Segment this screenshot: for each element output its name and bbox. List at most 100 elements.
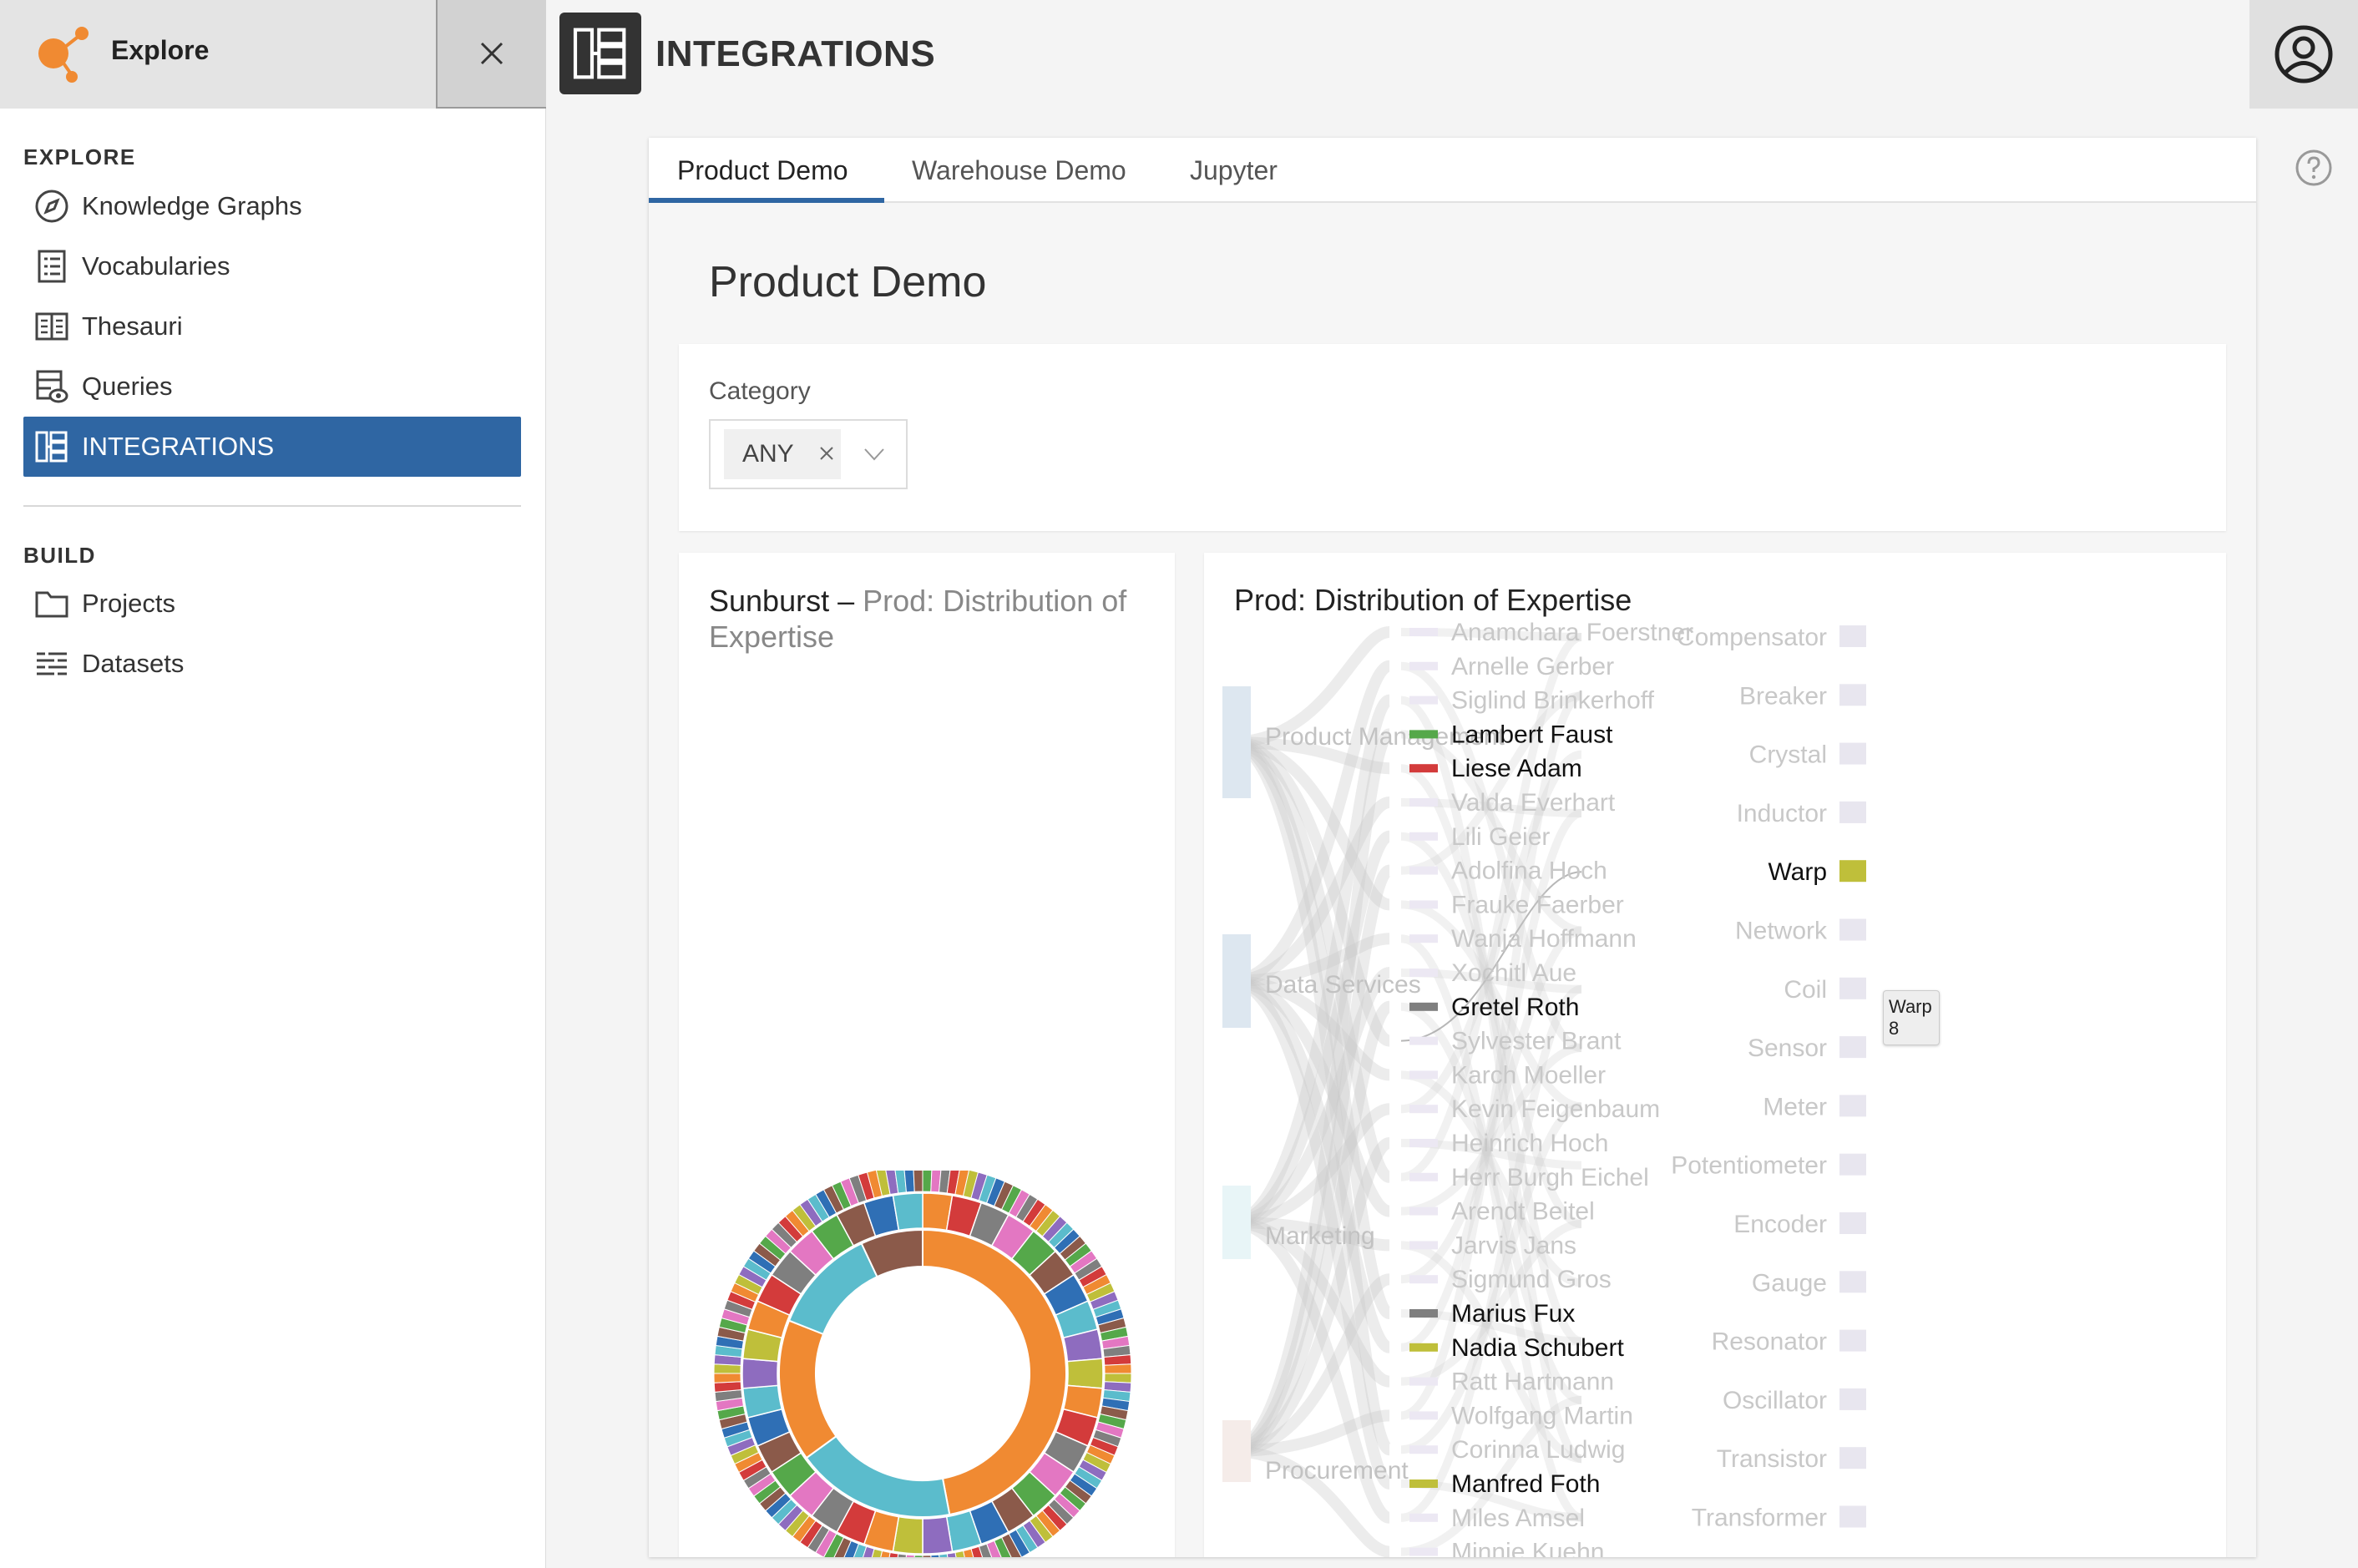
sidebar-item-integrations[interactable]: INTEGRATIONS <box>23 417 521 477</box>
sunburst-title-sub: Prod: Distribution of Expertise <box>709 584 1127 654</box>
sankey-product-label: Transistor <box>1717 1445 1827 1473</box>
sankey-link <box>1400 691 1582 875</box>
sankey-link <box>1400 900 1582 1111</box>
tab-jupyter[interactable]: Jupyter <box>1190 154 1278 185</box>
sankey-dept-node <box>1222 1186 1251 1259</box>
sankey-person-node <box>1409 1547 1438 1556</box>
sidebar-item-projects[interactable]: Projects <box>23 574 521 634</box>
sidebar-header: Explore <box>0 0 546 109</box>
sidebar-item-queries[interactable]: Queries <box>23 357 521 417</box>
sankey-person-label: Nadia Schubert <box>1451 1334 1624 1362</box>
sankey-person-node <box>1409 1275 1438 1284</box>
sankey-link <box>1399 695 1583 1464</box>
tab-warehouse-demo[interactable]: Warehouse Demo <box>912 154 1126 185</box>
sankey-person-node <box>1409 1513 1438 1522</box>
sidebar-item-label: Queries <box>82 372 173 401</box>
sankey-person-label: Liese Adam <box>1451 755 1582 782</box>
sankey-link <box>1230 736 1392 1047</box>
sankey-person-node <box>1409 628 1438 636</box>
sankey-link <box>1400 984 1583 1522</box>
sankey-product-node <box>1839 1505 1866 1528</box>
sidebar-item-thesauri[interactable]: Thesauri <box>23 296 521 357</box>
sankey-person-node <box>1409 1206 1438 1216</box>
sankey-link <box>1400 1044 1582 1216</box>
sankey-link <box>1230 1273 1391 1457</box>
section-build-heading: BUILD <box>23 543 96 568</box>
sankey-person-label: Siglind Brinkerhoff <box>1451 687 1655 715</box>
sankey-person-label: Arnelle Gerber <box>1451 653 1614 680</box>
sankey-link <box>1400 1002 1583 1404</box>
sankey-person-label: Xochitl Aue <box>1451 959 1576 987</box>
sankey-product-node <box>1839 1095 1866 1117</box>
sankey-link <box>1400 750 1582 1114</box>
sankey-person-label: Heinrich Hoch <box>1451 1130 1608 1157</box>
sankey-person-label: Jarvis Jans <box>1451 1232 1576 1259</box>
filter-panel: Category ANY <box>679 344 2226 531</box>
sankey-dept-node <box>1222 686 1251 798</box>
sunburst-inner-segment <box>860 1228 923 1278</box>
sankey-link <box>1230 736 1391 911</box>
sunburst-panel: Sunburst – Prod: Distribution of Experti… <box>679 553 1175 1557</box>
tooltip-value: 8 <box>1889 1018 1900 1039</box>
sidebar-item-knowledge-graphs[interactable]: Knowledge Graphs <box>23 176 521 236</box>
sidebar-item-vocabularies[interactable]: Vocabularies <box>23 236 521 296</box>
list-book-icon <box>33 248 70 285</box>
sankey-product-node <box>1839 625 1866 647</box>
sankey-product-label: Inductor <box>1737 800 1827 827</box>
sunburst-title: Sunburst – Prod: Distribution of Experti… <box>709 583 1160 655</box>
sankey-product-node <box>1839 977 1866 999</box>
close-sidebar-button[interactable] <box>436 0 546 109</box>
sankey-person-node <box>1409 1172 1438 1181</box>
sankey-link <box>1400 1220 1582 1386</box>
sankey-product-node <box>1839 684 1866 706</box>
sankey-product-label: Coil <box>1784 976 1827 1004</box>
sankey-product-label: Crystal <box>1749 741 1827 769</box>
category-select[interactable]: ANY <box>709 419 908 489</box>
sankey-person-node <box>1409 661 1438 670</box>
sankey-product-label: Meter <box>1763 1093 1827 1120</box>
datasets-icon <box>33 645 70 682</box>
sunburst-middle-segment <box>1066 1358 1104 1389</box>
close-icon <box>480 42 503 65</box>
sankey-person-label: Valda Everhart <box>1451 789 1616 817</box>
sunburst-middle-segment <box>922 1515 954 1555</box>
sidebar-item-label: Projects <box>82 589 175 618</box>
tab-product-demo[interactable]: Product Demo <box>677 154 848 185</box>
sankey-link <box>1230 967 1392 1228</box>
thesaurus-icon <box>33 308 70 345</box>
sankey-person-node <box>1409 1411 1438 1420</box>
app-title: Explore <box>111 35 210 65</box>
compass-icon <box>33 188 70 225</box>
sankey-person-node <box>1409 1445 1438 1454</box>
sankey-link <box>1230 626 1391 748</box>
sankey-person-node <box>1409 1309 1438 1318</box>
sankey-product-label: Potentiometer <box>1671 1152 1827 1180</box>
sankey-link <box>1400 730 1582 935</box>
selected-category-chip: ANY <box>724 429 841 479</box>
sankey-dept-label: Marketing <box>1265 1222 1375 1250</box>
sunburst-outer-segment <box>1104 1363 1132 1374</box>
sankey-person-label: Frauke Faerber <box>1451 891 1624 918</box>
sankey-product-node <box>1839 1271 1866 1293</box>
sankey-dept-label: Product Management <box>1265 723 1505 751</box>
sankey-link <box>1230 1103 1391 1228</box>
user-account-button[interactable] <box>2249 0 2358 109</box>
sankey-link <box>1230 694 1393 1228</box>
sankey-link <box>1230 975 1390 1081</box>
page-title: INTEGRATIONS <box>655 33 936 74</box>
sidebar-item-label: Thesauri <box>82 311 183 341</box>
sankey-person-node <box>1409 695 1438 705</box>
help-icon[interactable] <box>2295 149 2333 187</box>
remove-chip-icon[interactable] <box>814 441 839 466</box>
sidebar-item-datasets[interactable]: Datasets <box>23 634 521 694</box>
active-tab-indicator <box>649 198 884 203</box>
sankey-link <box>1400 926 1582 1284</box>
sankey-links <box>1229 626 1583 1557</box>
sankey-person-node <box>1409 969 1438 977</box>
sankey-link <box>1230 933 1390 987</box>
sankey-product-label: Network <box>1735 918 1828 945</box>
sankey-dept-node <box>1222 1420 1251 1482</box>
sankey-product-node <box>1839 742 1866 765</box>
sankey-person-node <box>1409 1070 1438 1080</box>
sidebar-item-label: Knowledge Graphs <box>82 191 302 220</box>
